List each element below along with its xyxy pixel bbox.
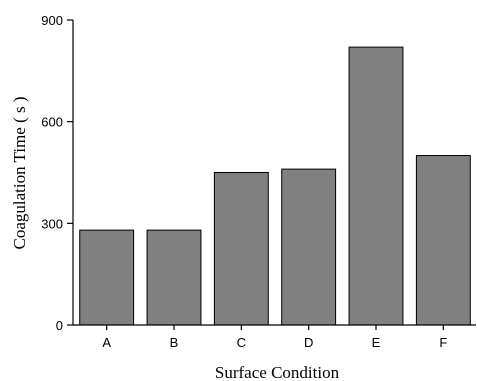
x-tick-label: C [237,335,246,350]
y-tick-label: 300 [41,216,63,231]
bar-f [415,155,471,326]
x-tick-label: E [372,335,381,350]
axes-group [72,20,476,326]
x-tick-label: F [439,335,447,350]
x-tick-label: A [102,335,111,350]
y-axis-title: Coagulation Time ( s ) [10,96,29,249]
bar-b [146,229,202,326]
y-tick-label: 900 [41,13,63,28]
bar-a [79,229,135,326]
bar-c [213,172,269,326]
x-ticks-group: A B C D E F [102,325,447,350]
x-axis-title: Surface Condition [215,363,340,381]
x-tick-label: D [304,335,313,350]
bars-group [79,46,471,326]
x-tick-label: B [170,335,179,350]
bar-d [281,168,337,326]
y-tick-label: 600 [41,115,63,130]
y-ticks-group: 0 300 600 900 [41,13,73,333]
bar-e [348,46,404,326]
y-tick-label: 0 [56,318,63,333]
